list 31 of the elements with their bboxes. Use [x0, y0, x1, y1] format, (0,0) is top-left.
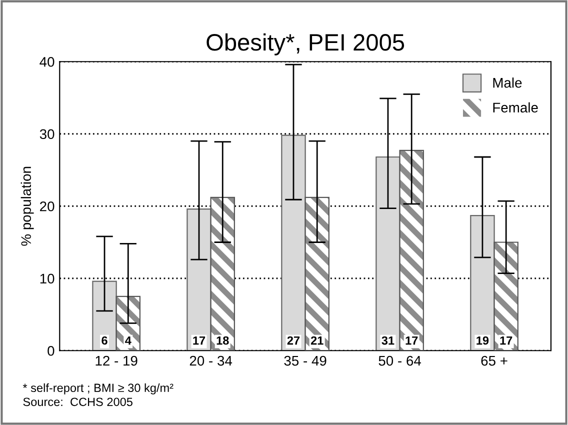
x-tick-label: 35 - 49 — [284, 356, 326, 366]
y-tick-label: 10 — [40, 274, 54, 284]
bar — [470, 214, 495, 351]
x-tick-label: 65 + — [481, 356, 508, 366]
text: * self-report ; BMI ≥ 30 kg/m² — [22, 383, 174, 394]
annotation: 18 — [216, 336, 229, 345]
bar — [92, 280, 117, 351]
annotation: 17 — [193, 336, 206, 345]
legend-label: Female — [493, 102, 538, 113]
legend-label: Male — [493, 78, 522, 88]
annotation: 4 — [125, 336, 132, 345]
y-axis-title: % population — [20, 166, 34, 246]
source-note: Source: CCHS 2005 — [23, 398, 132, 406]
annotation: 21 — [310, 336, 324, 345]
bar — [186, 208, 212, 351]
annotation: 31 — [382, 336, 394, 345]
y-tick-label: 20 — [40, 201, 54, 212]
chart-title: Obesity*, PEI 2005 — [206, 33, 404, 56]
x-tick-label: 20 - 34 — [190, 356, 232, 366]
y-tick-label: 0 — [48, 346, 54, 356]
x-tick-label: 50 - 64 — [378, 356, 421, 366]
x-tick-label: 12 - 19 — [96, 356, 138, 366]
bar — [376, 156, 400, 351]
annotation: 17 — [500, 336, 512, 345]
y-tick-label: 30 — [40, 129, 54, 140]
y-tick-label: 40 — [40, 56, 54, 67]
annotation: 17 — [406, 336, 418, 345]
annotation: 6 — [102, 336, 108, 345]
annotation: 27 — [287, 336, 300, 345]
annotation: 19 — [476, 336, 489, 345]
bar — [281, 134, 306, 351]
